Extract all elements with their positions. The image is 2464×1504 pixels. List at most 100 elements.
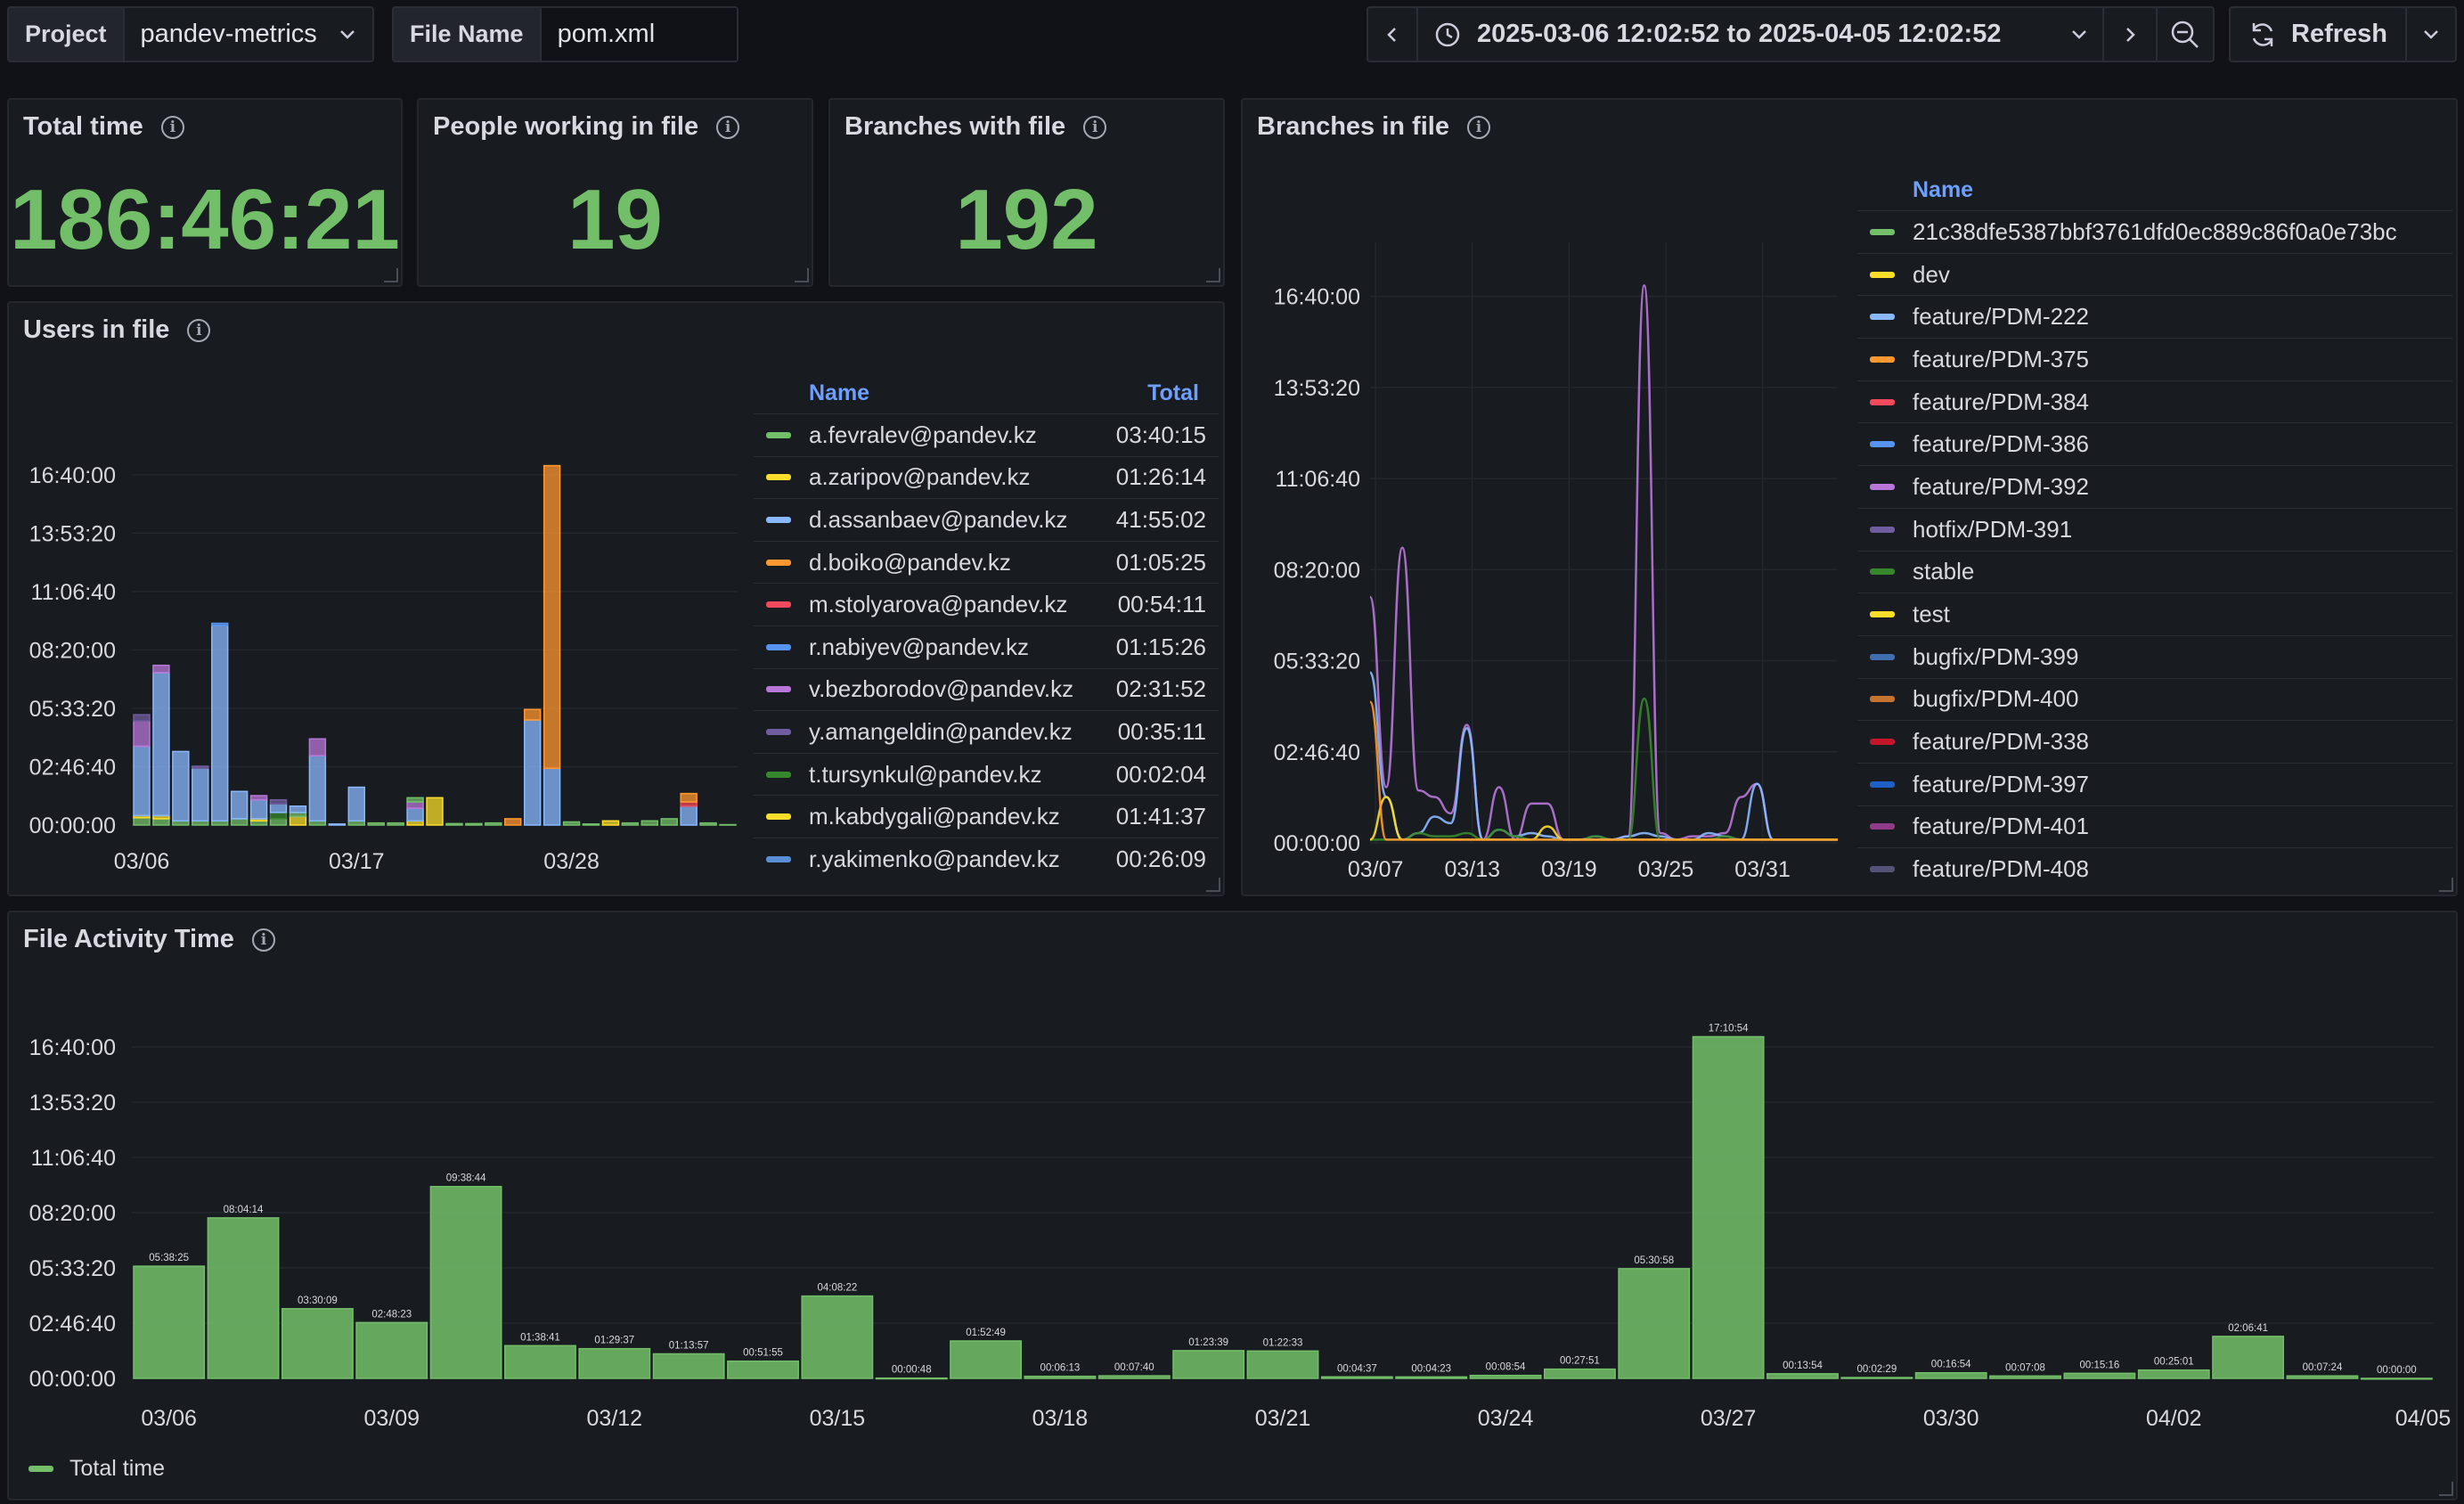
legend-item[interactable]: bugfix/PDM-399 [1857, 634, 2452, 678]
legend-item[interactable]: feature/PDM-375 [1857, 338, 2452, 380]
resize-handle[interactable] [2439, 1482, 2453, 1496]
info-icon[interactable] [160, 115, 184, 139]
legend-item[interactable]: test [1857, 593, 2452, 635]
chevron-right-icon [2126, 27, 2135, 42]
legend-item[interactable]: d.assanbaev@pandev.kz 41:55:02 [754, 498, 1219, 541]
legend-item[interactable]: r.yakimenko@pandev.kz 00:26:09 [754, 837, 1219, 880]
resize-handle[interactable] [1206, 878, 1220, 892]
stack-segment [406, 807, 424, 822]
legend-item[interactable]: v.bezborodov@pandev.kz 02:31:52 [754, 667, 1219, 711]
legend-item[interactable]: m.stolyarova@pandev.kz 00:54:11 [754, 583, 1219, 625]
info-icon[interactable] [187, 318, 211, 342]
bar-value-label: 00:08:54 [1486, 1362, 1526, 1373]
legend-swatch [766, 516, 791, 523]
chevron-down-icon[interactable] [339, 29, 356, 41]
legend-item[interactable]: feature/PDM-384 [1857, 380, 2452, 423]
activity-bar [1320, 1376, 1393, 1379]
stack-segment [426, 797, 444, 826]
activity-bar [355, 1321, 428, 1379]
zoom-out-icon [2171, 20, 2199, 48]
stack-segment [269, 812, 288, 820]
stack-segment [308, 738, 327, 756]
legend-item[interactable]: bugfix/PDM-400 [1857, 677, 2452, 721]
series-line [1368, 284, 1838, 841]
legend-item[interactable]: t.tursynkul@pandev.kz 00:02:04 [754, 752, 1219, 796]
legend-name-header[interactable]: Name [809, 380, 870, 405]
legend-rows: a.fevralev@pandev.kz 03:40:15 a.zaripov@pa… [754, 413, 1219, 880]
legend-swatch [766, 474, 791, 481]
legend-item[interactable]: a.zaripov@pandev.kz 01:26:14 [754, 455, 1219, 499]
refresh-interval-button[interactable] [2407, 8, 2455, 61]
bar-value-label: 00:06:13 [1040, 1363, 1081, 1374]
legend-item[interactable]: feature/PDM-338 [1857, 720, 2452, 763]
users-bar-chart[interactable]: 16:40:00 13:53:20 11:06:40 08:20:00 05:33:20… [9, 303, 748, 898]
legend-swatch [1870, 611, 1895, 618]
info-icon[interactable] [251, 928, 275, 952]
project-value[interactable]: pandev-metrics [140, 20, 317, 48]
legend-item[interactable]: feature/PDM-397 [1857, 762, 2452, 805]
legend-item[interactable]: stable [1857, 550, 2452, 593]
legend-item[interactable]: feature/PDM-222 [1857, 295, 2452, 338]
legend-swatch [766, 559, 791, 566]
stack-segment [387, 821, 404, 826]
activity-bar [2286, 1375, 2359, 1379]
legend-swatch [1870, 356, 1895, 363]
info-icon[interactable] [1466, 115, 1490, 139]
legend-item[interactable]: feature/PDM-401 [1857, 805, 2452, 848]
activity-bar [1766, 1373, 1839, 1379]
stack-segment [640, 820, 659, 826]
legend-name: d.boiko@pandev.kz [809, 548, 1011, 576]
activity-bar [875, 1377, 948, 1380]
activity-legend[interactable]: Total time [29, 1456, 165, 1482]
panel-title: File Activity Time [23, 925, 234, 953]
legend-item[interactable]: d.boiko@pandev.kz 01:05:25 [754, 540, 1219, 584]
stack-segment [680, 805, 698, 826]
legend-item[interactable]: 21c38dfe5387bbf3761dfd0ec889c86f0a0e73bc [1857, 210, 2452, 253]
branches-line-chart[interactable]: 16:40:00 13:53:20 11:06:40 08:20:00 05:33:20… [1243, 100, 1857, 898]
info-icon[interactable] [1083, 115, 1107, 139]
resize-handle[interactable] [2439, 878, 2453, 892]
legend-total-header[interactable]: Total [1147, 380, 1199, 405]
legend-item[interactable]: m.kabdygali@pandev.kz 01:41:37 [754, 795, 1219, 838]
resize-handle[interactable] [384, 268, 398, 282]
stack-segment [367, 821, 385, 826]
resize-handle[interactable] [795, 268, 809, 282]
info-icon[interactable] [716, 115, 740, 139]
panel-title: Users in file [23, 315, 170, 344]
refresh-label: Refresh [2291, 20, 2387, 48]
activity-bar-chart[interactable]: 16:40:00 13:53:20 11:06:40 08:20:00 05:33:20… [9, 912, 2460, 1465]
legend-name: y.amangeldin@pandev.kz [809, 717, 1073, 745]
legend-swatch [1870, 653, 1895, 660]
legend-name-header[interactable]: Name [1913, 176, 1974, 202]
refresh-button[interactable]: Refresh [2231, 8, 2407, 61]
resize-handle[interactable] [1206, 268, 1220, 282]
y-tick-label: 02:46:40 [29, 1312, 116, 1336]
time-range-button[interactable]: 2025-03-06 12:02:52 to 2025-04-05 12:02:… [1418, 8, 2104, 61]
time-range-picker[interactable]: 2025-03-06 12:02:52 to 2025-04-05 12:02:… [1367, 6, 2215, 62]
stack-segment [172, 750, 190, 822]
x-tick-label: 03/06 [114, 849, 170, 874]
shift-forward-button[interactable] [2104, 8, 2158, 61]
bar-value-label: 00:00:48 [892, 1365, 932, 1376]
panel-title: Branches with file [844, 112, 1066, 141]
clock-icon [1435, 22, 1460, 46]
bar-value-label: 09:38:44 [446, 1173, 486, 1184]
bar-value-label: 00:15:16 [2080, 1360, 2120, 1370]
legend-item[interactable]: y.amangeldin@pandev.kz 00:35:11 [754, 710, 1219, 753]
legend-item[interactable]: feature/PDM-392 [1857, 465, 2452, 508]
legend-item[interactable]: r.nabiyev@pandev.kz 01:15:26 [754, 625, 1219, 668]
legend-item[interactable]: feature/PDM-386 [1857, 422, 2452, 465]
legend-name: feature/PDM-392 [1913, 472, 2089, 500]
legend-item[interactable]: a.fevralev@pandev.kz 03:40:15 [754, 413, 1219, 456]
stack-segment [445, 822, 463, 826]
refresh-control[interactable]: Refresh [2229, 6, 2457, 62]
project-selector[interactable]: Project pandev-metrics [7, 6, 374, 62]
legend-item[interactable]: feature/PDM-408 [1857, 847, 2452, 890]
shift-back-button[interactable] [1368, 8, 1418, 61]
file-name-filter[interactable]: File Name pom.xml [392, 6, 738, 62]
legend-item[interactable]: dev [1857, 252, 2452, 296]
stack-segment [289, 805, 307, 813]
file-name-input[interactable]: pom.xml [541, 8, 737, 61]
legend-item[interactable]: hotfix/PDM-391 [1857, 507, 2452, 551]
zoom-out-button[interactable] [2158, 8, 2213, 61]
